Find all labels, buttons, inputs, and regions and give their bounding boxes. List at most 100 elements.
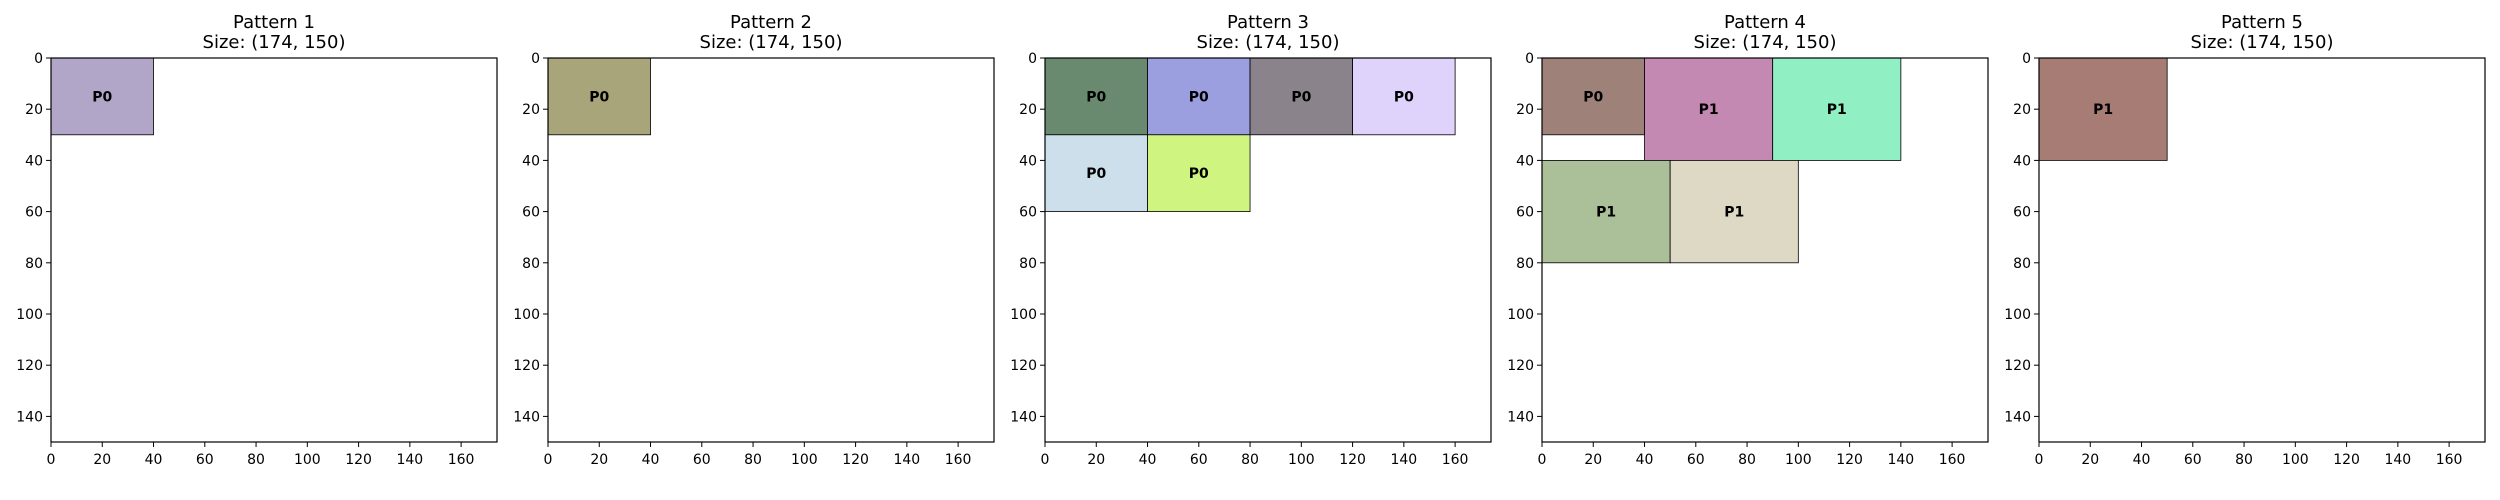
y-tick-label: 100	[1507, 307, 1534, 323]
x-tick-label: 100	[2282, 452, 2309, 468]
x-tick-label: 60	[2184, 452, 2202, 468]
x-tick-label: 20	[1087, 452, 1105, 468]
axes-frame	[547, 57, 995, 443]
y-tick-label: 40	[522, 153, 540, 169]
y-tick-label: 140	[1010, 409, 1037, 425]
y-tick-label: 120	[2004, 358, 2031, 374]
y-tick-label: 60	[1516, 205, 1534, 221]
x-tick-label: 160	[2436, 452, 2463, 468]
panel-title: Pattern 5	[2221, 12, 2303, 33]
y-tick-label: 140	[2004, 409, 2031, 425]
x-tick-label: 20	[1584, 452, 1602, 468]
x-tick-label: 60	[1687, 452, 1705, 468]
x-tick-label: 120	[842, 452, 869, 468]
y-tick-label: 40	[1019, 153, 1037, 169]
piece-label: P0	[589, 89, 609, 105]
y-tick-label: 0	[1525, 51, 1534, 67]
y-tick-label: 0	[1028, 51, 1037, 67]
axes-frame	[1044, 57, 1492, 443]
axes-frame	[1541, 57, 1989, 443]
piece-label: P1	[1724, 205, 1744, 221]
x-tick-label: 0	[1041, 452, 1050, 468]
piece-rect	[1772, 57, 1902, 161]
x-tick-label: 0	[47, 452, 56, 468]
x-tick-label: 80	[247, 452, 265, 468]
panel-subtitle: Size: (174, 150)	[1694, 32, 1837, 53]
x-tick-label: 80	[1241, 452, 1259, 468]
y-tick-label: 120	[1507, 358, 1534, 374]
y-tick-label: 40	[2013, 153, 2031, 169]
x-tick-label: 160	[448, 452, 475, 468]
x-tick-label: 60	[1190, 452, 1208, 468]
panel-title: Pattern 2	[730, 12, 812, 33]
panel-subtitle: Size: (174, 150)	[203, 32, 346, 53]
x-tick-label: 60	[693, 452, 711, 468]
panel-subtitle: Size: (174, 150)	[700, 32, 843, 53]
x-tick-label: 40	[642, 452, 660, 468]
x-tick-label: 100	[294, 452, 321, 468]
x-tick-label: 160	[945, 452, 972, 468]
y-tick-label: 80	[1516, 256, 1534, 272]
y-tick-label: 120	[1010, 358, 1037, 374]
y-tick-label: 100	[2004, 307, 2031, 323]
y-tick-label: 60	[1019, 205, 1037, 221]
piece-rect	[1147, 134, 1251, 213]
x-tick-label: 160	[1442, 452, 1469, 468]
piece-label: P0	[1394, 89, 1414, 105]
x-tick-label: 140	[396, 452, 423, 468]
panel-subtitle: Size: (174, 150)	[2191, 32, 2334, 53]
x-tick-label: 100	[1288, 452, 1315, 468]
y-tick-label: 20	[25, 102, 43, 118]
y-tick-label: 20	[522, 102, 540, 118]
piece-label: P0	[1086, 89, 1106, 105]
piece-label: P1	[1699, 102, 1719, 118]
x-tick-label: 100	[1785, 452, 1812, 468]
x-tick-label: 40	[2133, 452, 2151, 468]
y-tick-label: 140	[1507, 409, 1534, 425]
y-tick-label: 80	[1019, 256, 1037, 272]
x-tick-label: 0	[2035, 452, 2044, 468]
y-tick-label: 20	[1516, 102, 1534, 118]
piece-label: P0	[1583, 89, 1603, 105]
x-tick-label: 40	[145, 452, 163, 468]
y-tick-label: 60	[2013, 205, 2031, 221]
axes-frame	[50, 57, 498, 443]
piece-rect	[1147, 57, 1251, 136]
piece-label: P1	[1596, 205, 1616, 221]
x-tick-label: 20	[590, 452, 608, 468]
y-tick-label: 20	[1019, 102, 1037, 118]
x-tick-label: 20	[93, 452, 111, 468]
y-tick-label: 60	[522, 205, 540, 221]
x-tick-label: 20	[2081, 452, 2099, 468]
y-tick-label: 80	[25, 256, 43, 272]
x-tick-label: 100	[791, 452, 818, 468]
y-tick-label: 140	[513, 409, 540, 425]
panel-title: Pattern 1	[233, 12, 315, 33]
y-tick-label: 20	[2013, 102, 2031, 118]
x-tick-label: 140	[893, 452, 920, 468]
piece-rect	[1044, 57, 1148, 136]
y-tick-label: 120	[16, 358, 43, 374]
x-tick-label: 80	[2235, 452, 2253, 468]
piece-rect	[1044, 134, 1148, 213]
y-tick-label: 80	[2013, 256, 2031, 272]
y-tick-label: 100	[16, 307, 43, 323]
piece-label: P0	[92, 89, 112, 105]
piece-rect	[1541, 57, 1645, 136]
x-tick-label: 0	[1538, 452, 1547, 468]
x-tick-label: 80	[744, 452, 762, 468]
y-tick-label: 0	[34, 51, 43, 67]
y-tick-label: 40	[25, 153, 43, 169]
x-tick-label: 80	[1738, 452, 1756, 468]
piece-label: P1	[2093, 102, 2113, 118]
panel-subtitle: Size: (174, 150)	[1197, 32, 1340, 53]
y-tick-label: 60	[25, 205, 43, 221]
x-tick-label: 40	[1139, 452, 1157, 468]
panel-title: Pattern 4	[1724, 12, 1806, 33]
piece-rect	[1541, 159, 1671, 264]
